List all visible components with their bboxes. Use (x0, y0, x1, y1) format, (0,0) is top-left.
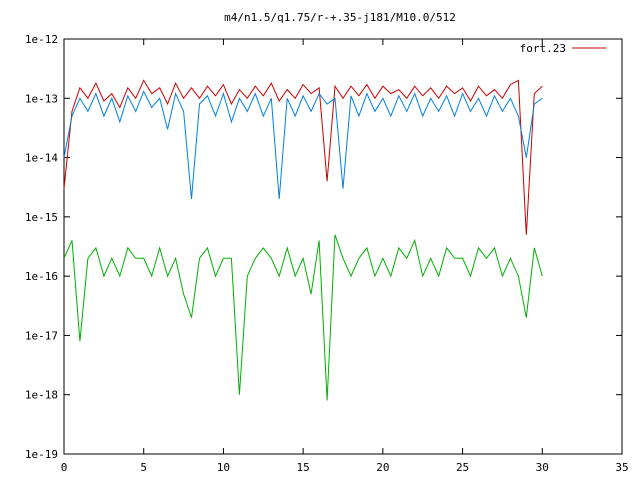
chart-title: m4/n1.5/q1.75/r-+.35-j181/M10.0/512 (224, 11, 456, 24)
y-tick-label: 1e-14 (25, 152, 58, 165)
y-tick-label: 1e-17 (25, 329, 58, 342)
series-line-2 (63, 234, 543, 401)
x-tick-label: 0 (61, 461, 68, 474)
legend: fort.23 (520, 42, 606, 55)
x-tick-label: 25 (456, 461, 469, 474)
x-tick-label: 10 (217, 461, 230, 474)
series-layer (63, 79, 543, 401)
plot-frame (63, 38, 623, 455)
x-tick-label: 30 (536, 461, 549, 474)
y-tick-label: 1e-13 (25, 92, 58, 105)
x-tick-label: 5 (140, 461, 147, 474)
y-tick-label: 1e-18 (25, 389, 58, 402)
y-tick-label: 1e-15 (25, 211, 58, 224)
series-line-0 (63, 79, 543, 235)
series-line-1 (63, 90, 543, 200)
x-tick-label: 35 (615, 461, 628, 474)
x-tick-label: 15 (297, 461, 310, 474)
legend-label: fort.23 (520, 42, 566, 55)
y-tick-label: 1e-12 (25, 33, 58, 46)
y-tick-label: 1e-16 (25, 270, 58, 283)
axis-ticks: 0 5 10 15 20 25 30 35 1e-19 1e-18 1e-17 1e-16 1e-15 1… (25, 33, 629, 474)
x-tick-label: 20 (376, 461, 389, 474)
y-tick-label: 1e-19 (25, 448, 58, 461)
